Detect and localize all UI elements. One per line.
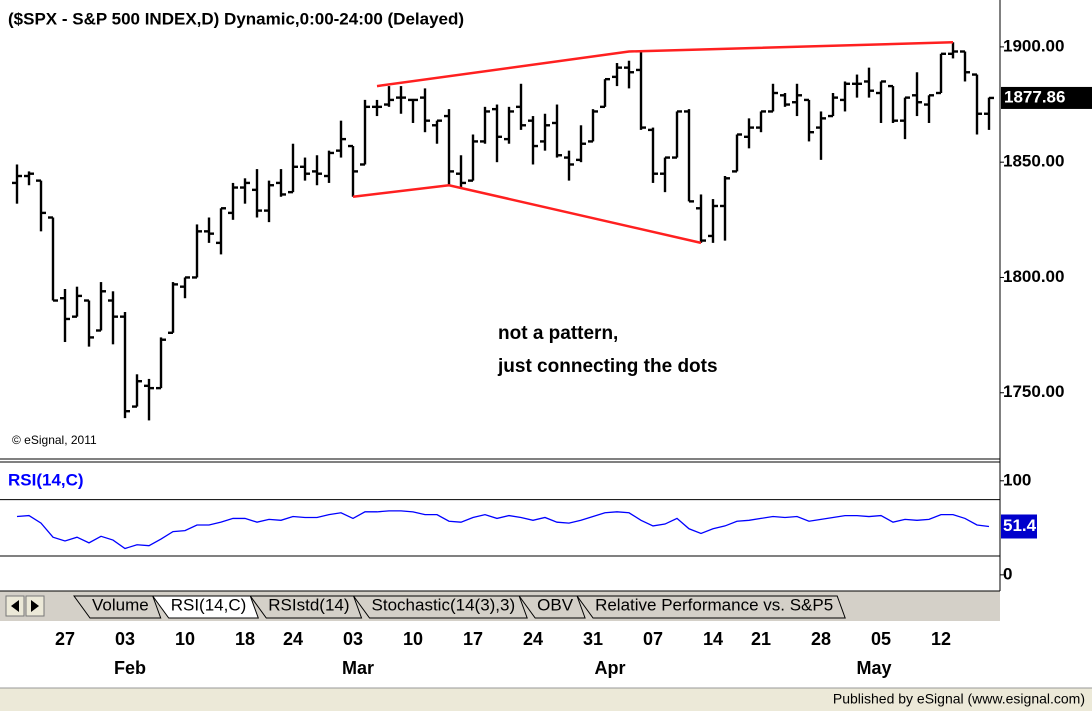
last-price-box	[1001, 86, 1092, 109]
month-label: May	[856, 658, 891, 678]
arrow-right	[31, 600, 39, 612]
arrow-left	[11, 600, 19, 612]
y-tick-label: 1750.00	[1003, 382, 1064, 401]
trendline	[352, 183, 702, 245]
x-tick-label: 28	[811, 629, 831, 649]
rsi-title: RSI(14,C)	[8, 470, 84, 489]
tab-label: RSI(14,C)	[171, 595, 247, 614]
tab-label: Relative Performance vs. S&P5	[595, 595, 833, 614]
tab[interactable]	[518, 595, 586, 619]
month-label: Mar	[342, 658, 374, 678]
x-tick-label: 18	[235, 629, 255, 649]
tab-label: OBV	[537, 595, 574, 614]
tab-label: Volume	[92, 595, 149, 614]
y-tick-label: 100	[1003, 470, 1031, 489]
x-tick-label: 10	[403, 629, 423, 649]
x-tick-label: 14	[703, 629, 723, 649]
month-label: Apr	[595, 658, 626, 678]
last-value-box	[1001, 514, 1037, 539]
tab-label: RSIstd(14)	[268, 595, 349, 614]
trendline	[376, 41, 954, 88]
tab[interactable]	[352, 595, 528, 619]
x-tick-label: 10	[175, 629, 195, 649]
y-tick-label: 1800.00	[1003, 267, 1064, 286]
x-tick-label: 07	[643, 629, 663, 649]
annotation: not a pattern,	[498, 323, 618, 344]
footer: Published by eSignal (www.esignal.com)	[833, 691, 1085, 707]
chart-title: ($SPX - S&P 500 INDEX,D) Dynamic,0:00-24…	[8, 9, 464, 28]
copyright: © eSignal, 2011	[12, 433, 97, 447]
rsi-line	[16, 510, 990, 550]
x-tick-label: 24	[283, 629, 303, 649]
x-tick-label: 05	[871, 629, 891, 649]
month-label: Feb	[114, 658, 146, 678]
x-tick-label: 03	[115, 629, 135, 649]
x-tick-label: 12	[931, 629, 951, 649]
tab[interactable]	[151, 595, 259, 619]
y-tick-label: 1900.00	[1003, 36, 1064, 55]
x-tick-label: 03	[343, 629, 363, 649]
y-tick-label: 1850.00	[1003, 152, 1064, 171]
tab[interactable]	[73, 595, 162, 619]
x-tick-label: 24	[523, 629, 543, 649]
footer-bar	[0, 688, 1092, 711]
annotation: just connecting the dots	[497, 356, 718, 377]
last-value-label: 51.41	[1003, 516, 1046, 535]
tab[interactable]	[576, 595, 846, 619]
y-tick-label: 0	[1003, 564, 1012, 583]
x-tick-label: 31	[583, 629, 603, 649]
last-price-label: 1877.86	[1004, 87, 1065, 106]
x-tick-label: 27	[55, 629, 75, 649]
x-tick-label: 21	[751, 629, 771, 649]
tab-label: Stochastic(14(3),3)	[372, 595, 516, 614]
tab[interactable]	[249, 595, 363, 619]
x-tick-label: 17	[463, 629, 483, 649]
